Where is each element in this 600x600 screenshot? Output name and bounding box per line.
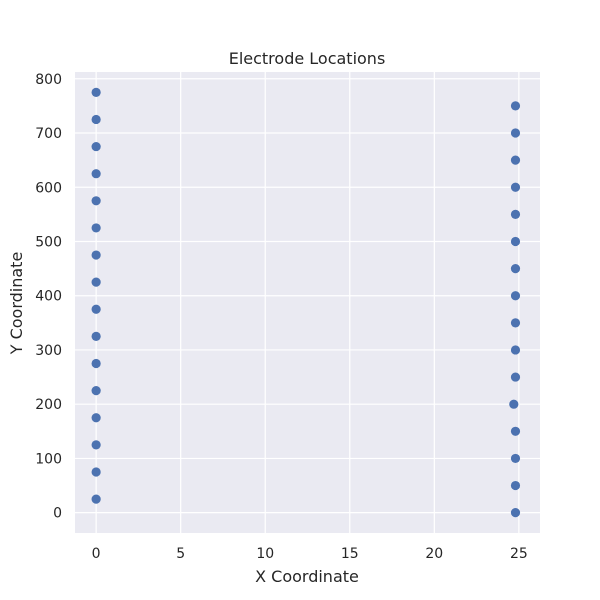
data-point bbox=[91, 169, 101, 179]
grid-lines bbox=[75, 72, 540, 533]
data-point bbox=[509, 399, 519, 409]
y-tick-label: 800 bbox=[35, 72, 62, 88]
data-point bbox=[510, 291, 521, 301]
data-point bbox=[510, 508, 521, 518]
x-tick-label: 25 bbox=[510, 546, 528, 562]
data-point bbox=[510, 101, 521, 111]
y-tick-label: 100 bbox=[35, 451, 62, 467]
x-tick-label: 20 bbox=[425, 546, 443, 562]
data-point bbox=[510, 318, 521, 328]
data-point bbox=[91, 386, 101, 396]
data-point bbox=[91, 141, 101, 152]
data-point bbox=[91, 250, 101, 260]
y-tick-label: 700 bbox=[35, 126, 62, 142]
x-tick-labels: 0 5 10 15 20 25 bbox=[92, 546, 528, 562]
y-tick-label: 0 bbox=[53, 506, 62, 522]
y-tick-label: 400 bbox=[35, 289, 62, 305]
data-point bbox=[91, 413, 101, 423]
data-point bbox=[91, 440, 101, 450]
y-tick-label: 600 bbox=[35, 180, 62, 196]
data-point bbox=[510, 264, 521, 274]
y-tick-labels: 0 100 200 300 400 500 600 700 800 bbox=[35, 72, 62, 522]
data-point bbox=[91, 358, 101, 369]
data-point bbox=[91, 467, 101, 477]
data-point bbox=[510, 480, 521, 491]
data-point bbox=[91, 494, 101, 504]
data-point bbox=[510, 155, 521, 165]
y-tick-label: 500 bbox=[35, 234, 62, 250]
x-tick-label: 15 bbox=[341, 546, 359, 562]
data-point bbox=[510, 209, 521, 219]
y-tick-label: 200 bbox=[35, 397, 62, 413]
data-points bbox=[91, 87, 521, 518]
data-point bbox=[510, 453, 521, 464]
data-point bbox=[91, 196, 101, 206]
x-tick-label: 10 bbox=[256, 546, 274, 562]
data-point bbox=[510, 426, 521, 436]
data-point bbox=[510, 236, 521, 247]
x-axis-label: X Coordinate bbox=[255, 567, 359, 586]
y-tick-label: 300 bbox=[35, 343, 62, 359]
x-tick-label: 0 bbox=[92, 546, 101, 562]
data-point bbox=[91, 114, 101, 125]
data-point bbox=[510, 128, 521, 138]
y-axis-label: Y Coordinate bbox=[7, 252, 26, 356]
data-point bbox=[510, 182, 521, 192]
data-point bbox=[91, 331, 101, 341]
chart-title: Electrode Locations bbox=[229, 49, 386, 68]
data-point bbox=[510, 345, 521, 355]
x-tick-label: 5 bbox=[176, 546, 185, 562]
data-point bbox=[91, 223, 101, 233]
data-point bbox=[91, 277, 101, 287]
data-point bbox=[91, 87, 101, 97]
plot-area bbox=[75, 72, 540, 533]
data-point bbox=[510, 372, 521, 382]
data-point bbox=[91, 304, 101, 314]
